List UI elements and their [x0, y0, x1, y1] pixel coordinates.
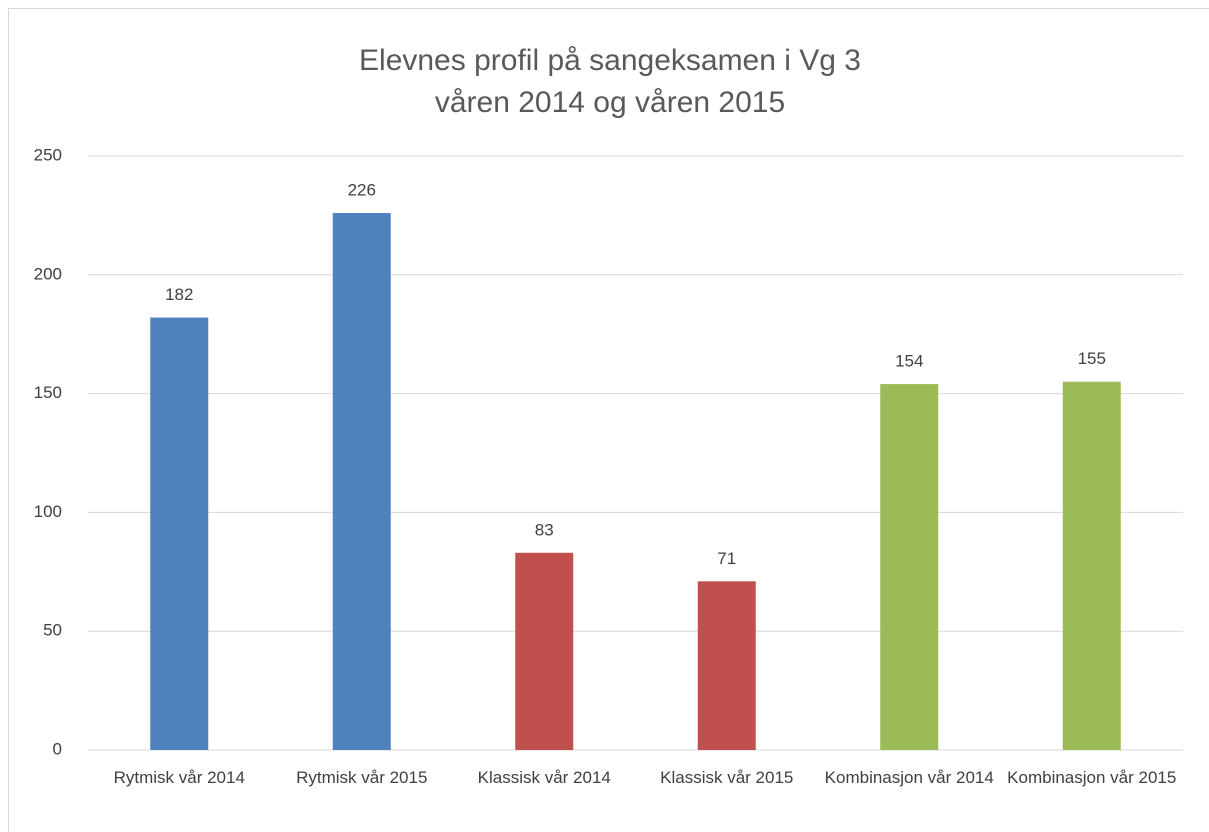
- chart-border: [8, 8, 1209, 832]
- y-tick-label: 250: [34, 145, 62, 164]
- x-tick-label: Klassisk vår 2014: [477, 768, 611, 787]
- x-tick-label: Rytmisk vår 2015: [296, 768, 428, 787]
- y-tick-label: 150: [34, 383, 62, 402]
- bar: [1062, 381, 1121, 750]
- y-tick-label: 50: [43, 621, 62, 640]
- chart-title: våren 2014 og våren 2015: [435, 86, 785, 119]
- y-tick-label: 0: [53, 739, 62, 758]
- y-tick-label: 200: [34, 264, 62, 283]
- x-tick-label: Kombinasjon vår 2015: [1007, 768, 1177, 787]
- x-tick-label: Rytmisk vår 2014: [113, 768, 245, 787]
- bar: [515, 552, 574, 750]
- data-label: 154: [895, 352, 923, 371]
- x-tick-label: Klassisk vår 2015: [660, 768, 794, 787]
- chart-title: Elevnes profil på sangeksamen i Vg 3: [359, 44, 861, 77]
- data-label: 155: [1078, 349, 1106, 368]
- data-label: 182: [165, 285, 193, 304]
- bar: [150, 317, 209, 750]
- data-label: 226: [348, 181, 376, 200]
- data-label: 71: [717, 549, 736, 568]
- bar: [697, 581, 756, 750]
- bar: [880, 384, 939, 750]
- y-tick-label: 100: [34, 502, 62, 521]
- bar: [332, 213, 391, 751]
- data-label: 83: [535, 520, 554, 539]
- x-tick-label: Kombinasjon vår 2014: [824, 768, 994, 787]
